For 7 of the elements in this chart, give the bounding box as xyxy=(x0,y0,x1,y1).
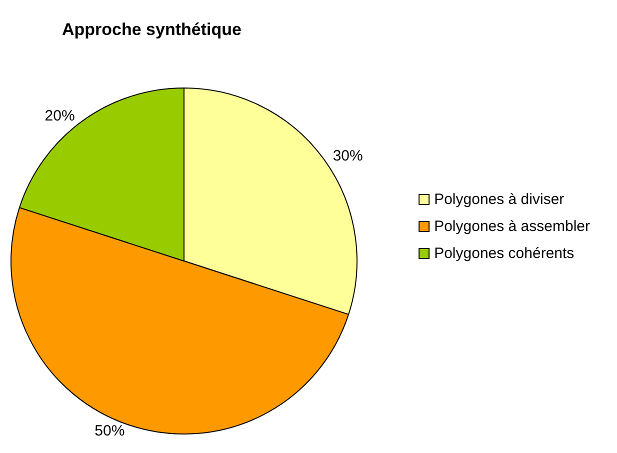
data-label: 30% xyxy=(332,147,363,164)
data-label: 20% xyxy=(44,108,75,125)
data-label: 50% xyxy=(94,422,125,440)
legend-label: Polygones cohérents xyxy=(434,245,574,262)
chart-title: Approche synthétique xyxy=(62,20,242,39)
legend-label: Polygones à diviser xyxy=(434,191,564,208)
legend-label: Polygones à assembler xyxy=(434,218,590,235)
